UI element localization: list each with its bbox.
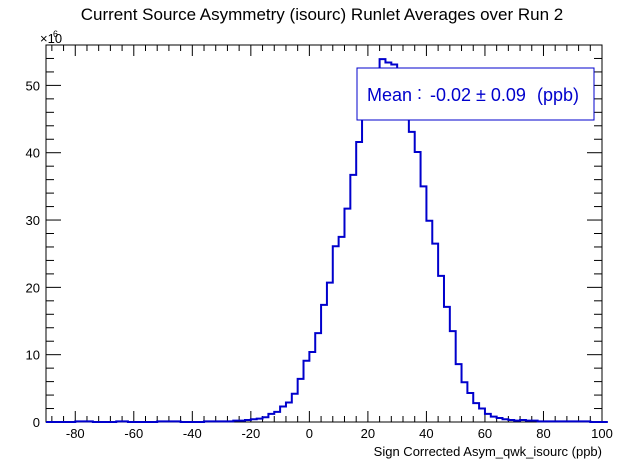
stats-mean-value: -0.02 ± 0.09: [430, 85, 526, 105]
y-tick-labels: 0 10 20 30 40 50: [26, 78, 40, 430]
x-tick-label: 0: [306, 426, 313, 441]
x-tick-label: -40: [183, 426, 202, 441]
x-tick-label: 40: [419, 426, 433, 441]
x-tick-labels: -80 -60 -40 -20 0 20 40 60 80 100: [66, 426, 613, 441]
x-tick-label: 60: [478, 426, 492, 441]
stats-mean-separator: :: [417, 83, 422, 103]
y-multiplier-exponent: 6: [53, 29, 58, 39]
y-tick-label: 30: [26, 213, 40, 228]
stats-box-frame: [356, 67, 595, 121]
y-tick-label: 40: [26, 146, 40, 161]
axis-ticks: [46, 44, 603, 423]
y-multiplier-label: ×10: [40, 31, 62, 46]
x-tick-label: 80: [536, 426, 550, 441]
y-tick-label: 0: [33, 415, 40, 430]
stats-mean-label: Mean: [367, 85, 412, 105]
histogram-series-line: [46, 58, 608, 423]
x-axis-label: Sign Corrected Asym_qwk_isourc (ppb): [374, 444, 602, 459]
y-tick-label: 20: [26, 280, 40, 295]
y-tick-label: 10: [26, 348, 40, 363]
x-tick-label: 100: [591, 426, 613, 441]
stats-mean-unit: (ppb): [537, 85, 579, 105]
chart-title: Current Source Asymmetry (isourc) Runlet…: [81, 5, 564, 24]
x-tick-label: -60: [124, 426, 143, 441]
y-tick-label: 50: [26, 78, 40, 93]
x-tick-label: -80: [66, 426, 85, 441]
stats-box: Mean : -0.02 ± 0.09 (ppb): [356, 67, 595, 121]
x-tick-label: -20: [241, 426, 260, 441]
x-tick-label: 20: [361, 426, 375, 441]
